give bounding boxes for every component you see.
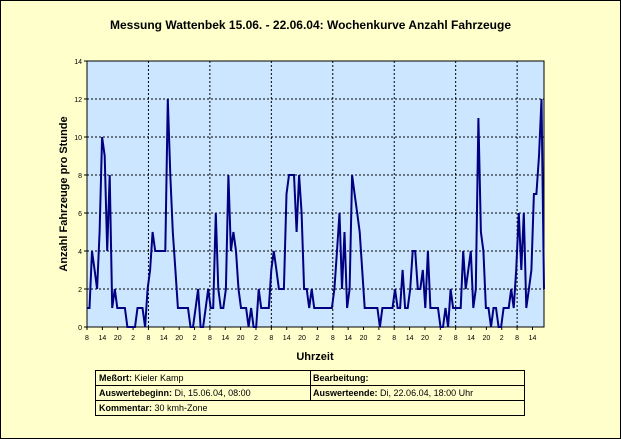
x-tick-label: 8 <box>515 335 519 342</box>
y-tick-label: 8 <box>78 173 82 180</box>
x-tick-label: 20 <box>482 335 490 342</box>
kommentar-cell: Kommentar: 30 kmh-Zone <box>96 401 524 415</box>
x-tick-label: 8 <box>146 335 150 342</box>
y-tick-label: 4 <box>78 249 82 256</box>
x-tick-label: 14 <box>221 335 229 342</box>
x-tick-label: 2 <box>438 335 442 342</box>
chart-title: Messung Wattenbek 15.06. - 22.06.04: Woc… <box>109 18 511 32</box>
auswertebeginn-label: Auswertebeginn: <box>99 388 173 398</box>
x-tick-label: 2 <box>315 335 319 342</box>
x-tick-label: 14 <box>344 335 352 342</box>
bearbeitung-cell: Bearbeitung: <box>310 371 524 385</box>
y-tick-label: 10 <box>74 135 82 142</box>
x-tick-label: 20 <box>421 335 429 342</box>
auswerteende-value: Di, 22.06.04, 18:00 Uhr <box>380 388 474 398</box>
plot-area <box>86 60 545 328</box>
y-axis-ticks: 0 2 4 6 8 10 12 14 <box>74 59 87 332</box>
x-tick-label: 14 <box>98 335 106 342</box>
x-tick-label: 8 <box>331 335 335 342</box>
x-tick-label: 20 <box>298 335 306 342</box>
auswerteende-cell: Auswerteende: Di, 22.06.04, 18:00 Uhr <box>310 386 524 400</box>
kommentar-value: 30 kmh-Zone <box>154 403 208 413</box>
x-tick-label: 20 <box>175 335 183 342</box>
x-tick-label: 8 <box>392 335 396 342</box>
x-tick-label: 2 <box>131 335 135 342</box>
auswerteende-label: Auswerteende: <box>313 388 378 398</box>
auswertebeginn-cell: Auswertebeginn: Di, 15.06.04, 08:00 <box>96 386 310 400</box>
info-divider <box>310 371 311 400</box>
messort-cell: Meßort: Kieler Kamp <box>96 371 310 385</box>
messort-label: Meßort: <box>99 373 132 383</box>
series-line <box>87 98 545 328</box>
x-tick-label: 14 <box>160 335 168 342</box>
info-divider <box>96 400 524 401</box>
x-axis-label: Uhrzeit <box>296 351 334 363</box>
y-tick-label: 12 <box>74 97 82 104</box>
info-box: Meßort: Kieler Kamp Bearbeitung: Auswert… <box>95 370 525 416</box>
auswertebeginn-value: Di, 15.06.04, 08:00 <box>174 388 251 398</box>
messort-value: Kieler Kamp <box>134 373 184 383</box>
x-tick-label: 8 <box>208 335 212 342</box>
x-tick-label: 20 <box>237 335 245 342</box>
y-tick-label: 14 <box>74 59 82 66</box>
x-tick-label: 14 <box>529 335 537 342</box>
x-tick-label: 20 <box>360 335 368 342</box>
x-axis-ticks: 8 14 20 2 8 14 20 2 8 14 20 2 8 14 20 2 8 14 20 2 8 14 20 2 8 14 2… <box>85 327 536 342</box>
y-tick-label: 0 <box>78 325 82 332</box>
x-tick-label: 8 <box>269 335 273 342</box>
y-axis-label: Anzahl Fahrzeuge pro Stunde <box>58 116 70 271</box>
x-tick-label: 8 <box>454 335 458 342</box>
x-tick-label: 2 <box>254 335 258 342</box>
x-tick-label: 2 <box>500 335 504 342</box>
x-tick-label: 20 <box>114 335 122 342</box>
kommentar-label: Kommentar: <box>99 403 153 413</box>
x-tick-label: 2 <box>377 335 381 342</box>
x-tick-label: 2 <box>193 335 197 342</box>
bearbeitung-label: Bearbeitung: <box>313 373 369 383</box>
y-tick-label: 6 <box>78 211 82 218</box>
x-tick-label: 14 <box>283 335 291 342</box>
x-tick-label: 14 <box>406 335 414 342</box>
x-tick-label: 8 <box>85 335 89 342</box>
x-tick-label: 14 <box>467 335 475 342</box>
y-tick-label: 2 <box>78 287 82 294</box>
